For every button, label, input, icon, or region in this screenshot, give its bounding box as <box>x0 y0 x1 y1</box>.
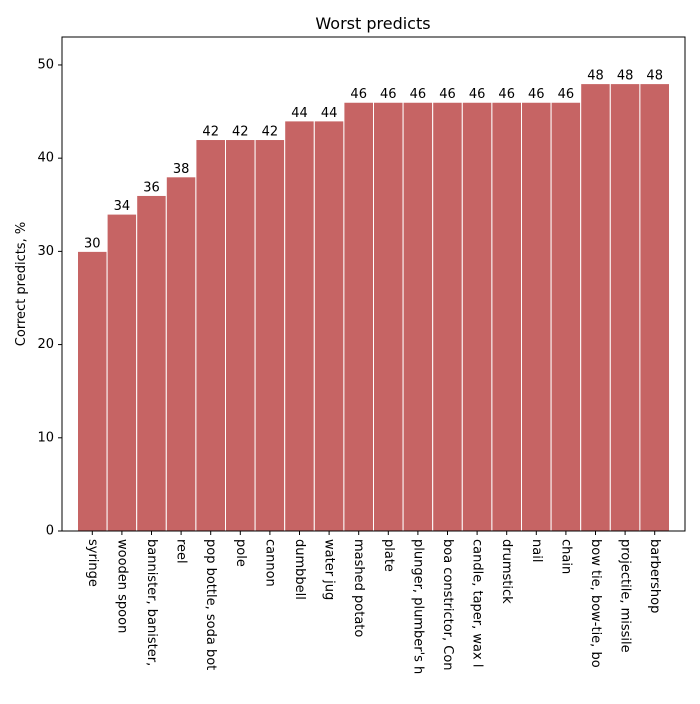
bar-1 <box>106 213 138 532</box>
plot-area-frame <box>61 36 686 532</box>
bar-7 <box>284 120 315 532</box>
x-tick-label-1: wooden spoon <box>114 539 129 633</box>
value-labels-layer: 30 34 36 38 42 42 42 44 44 46 46 46 46 46 46 46 46 48 48 48 <box>84 69 663 252</box>
bar-value-label-12: 46 <box>439 87 456 102</box>
x-tick-label-0: syringe <box>85 539 100 587</box>
bar-value-label-11: 46 <box>410 87 427 102</box>
y-tick-label-2: 20 <box>37 337 54 352</box>
x-tick-label-6: cannon <box>262 539 277 587</box>
bar-value-label-14: 46 <box>498 87 515 102</box>
bar-16 <box>550 101 582 532</box>
bar-3 <box>165 176 197 532</box>
y-tick-label-0: 0 <box>46 524 54 539</box>
bar-value-label-1: 34 <box>114 199 131 214</box>
y-tick-label-3: 30 <box>37 244 54 259</box>
x-tick-label-10: plate <box>381 539 396 572</box>
bar-value-label-4: 42 <box>202 125 219 140</box>
x-tick-label-12: boa constrictor, Con <box>440 539 455 671</box>
x-tick-label-14: drumstick <box>499 539 514 604</box>
bar-10 <box>373 101 404 532</box>
bar-value-label-15: 46 <box>528 87 545 102</box>
x-axis-ticks: syringe wooden spoon bannister, banister, r… <box>85 531 662 674</box>
x-tick-label-5: pole <box>233 539 248 567</box>
bar-value-label-8: 44 <box>321 106 338 121</box>
bar-value-label-16: 46 <box>558 87 575 102</box>
x-tick-label-16: chain <box>558 539 573 574</box>
bar-0 <box>77 250 108 532</box>
x-tick-label-15: nail <box>529 539 544 562</box>
bar-value-label-3: 38 <box>173 162 190 177</box>
x-tick-label-3: reel <box>174 539 189 564</box>
bar-9 <box>343 101 374 532</box>
bar-value-label-2: 36 <box>143 180 160 195</box>
x-tick-label-11: plunger, plumber's h <box>410 539 425 674</box>
bar-12 <box>432 101 463 532</box>
bar-6 <box>254 139 286 532</box>
bar-value-label-7: 44 <box>291 106 308 121</box>
bar-5 <box>225 139 256 532</box>
x-tick-label-2: bannister, banister, <box>144 539 159 666</box>
bar-19 <box>639 83 671 532</box>
x-tick-label-7: dumbbell <box>292 539 307 600</box>
bar-14 <box>491 101 522 532</box>
bar-13 <box>461 101 493 532</box>
bar-18 <box>609 83 641 532</box>
bar-11 <box>402 101 434 532</box>
y-tick-label-5: 50 <box>37 57 54 72</box>
y-tick-label-1: 10 <box>37 430 54 445</box>
x-tick-label-4: pop bottle, soda bot <box>203 539 218 670</box>
y-axis-ticks: 0 10 20 30 40 50 <box>37 57 62 539</box>
bar-value-label-0: 30 <box>84 236 101 251</box>
x-tick-label-8: water jug <box>322 539 337 600</box>
x-tick-label-18: projectile, missile <box>618 539 633 653</box>
bar-value-label-19: 48 <box>646 69 663 84</box>
bar-value-label-18: 48 <box>617 69 634 84</box>
bar-value-label-13: 46 <box>469 87 486 102</box>
bar-value-label-6: 42 <box>262 125 279 140</box>
bar-15 <box>521 101 552 532</box>
x-tick-label-17: bow tie, bow-tie, bo <box>588 539 603 668</box>
x-tick-label-13: candle, taper, wax l <box>470 539 485 667</box>
bar-2 <box>136 194 167 532</box>
x-tick-label-19: barbershop <box>647 539 662 613</box>
chart-title: Worst predicts <box>315 14 430 33</box>
y-tick-label-4: 40 <box>37 151 54 166</box>
bar-4 <box>195 139 226 532</box>
y-axis-label: Correct predicts, % <box>14 222 29 346</box>
bar-value-label-5: 42 <box>232 125 249 140</box>
bar-17 <box>580 83 611 532</box>
x-tick-label-9: mashed potato <box>351 539 366 637</box>
bar-value-label-17: 48 <box>587 69 604 84</box>
bar-8 <box>313 120 345 532</box>
bars-layer <box>77 83 671 532</box>
bar-value-label-9: 46 <box>350 87 367 102</box>
bar-value-label-10: 46 <box>380 87 397 102</box>
